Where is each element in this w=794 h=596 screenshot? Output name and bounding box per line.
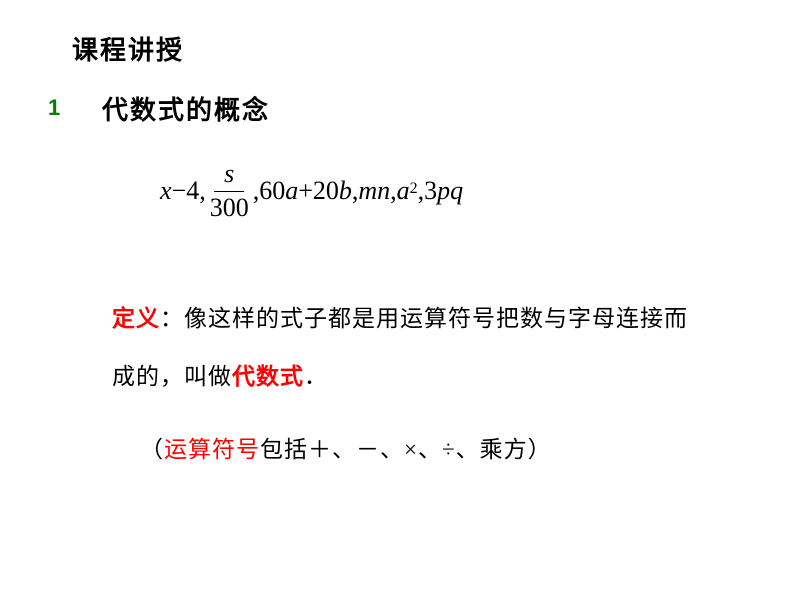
page-header: 课程讲授 — [72, 30, 184, 67]
formula-m: m — [358, 176, 377, 206]
formula-n: n — [377, 176, 390, 206]
note-text: 包括＋、－、×、÷、乘方） — [260, 437, 552, 462]
note-highlight: 运算符号 — [164, 437, 260, 462]
definition-period: ． — [304, 364, 328, 389]
fraction-numerator: s — [214, 160, 244, 192]
formula-expression: x − 4, s 300 ,60a + 20b,mn,a2,3pq — [160, 160, 463, 222]
definition-label: 定义 — [112, 306, 160, 331]
section-title: 代数式的概念 — [102, 90, 270, 127]
formula-four: 4, — [186, 176, 206, 206]
formula-fraction: s 300 — [208, 160, 251, 222]
formula-a1: a — [285, 176, 298, 206]
fraction-denominator: 300 — [208, 192, 251, 223]
definition-highlight: 代数式 — [232, 364, 304, 389]
section-number: 1 — [48, 95, 60, 121]
note-block: （运算符号包括＋、－、×、÷、乘方） — [140, 430, 552, 464]
formula-a2: a — [397, 176, 410, 206]
formula-b1: b — [339, 176, 352, 206]
note-open: （ — [140, 437, 164, 462]
formula-p: p — [437, 176, 450, 206]
formula-three: 3 — [424, 176, 437, 206]
formula-twenty: 20 — [313, 176, 339, 206]
formula-plus: + — [298, 176, 313, 206]
definition-colon: ： — [160, 306, 184, 331]
definition-text1: 像这样的式子都是用运算符号把数与字母连接而成的，叫做 — [112, 306, 688, 389]
header-title: 课程讲授 — [72, 35, 184, 65]
formula-x: x — [160, 176, 172, 206]
formula-sixty: 60 — [259, 176, 285, 206]
formula-minus: − — [172, 176, 187, 206]
definition-block: 定义：像这样的式子都是用运算符号把数与字母连接而成的，叫做代数式． — [112, 290, 702, 405]
formula-q: q — [450, 176, 463, 206]
formula-exp: 2 — [410, 180, 418, 198]
